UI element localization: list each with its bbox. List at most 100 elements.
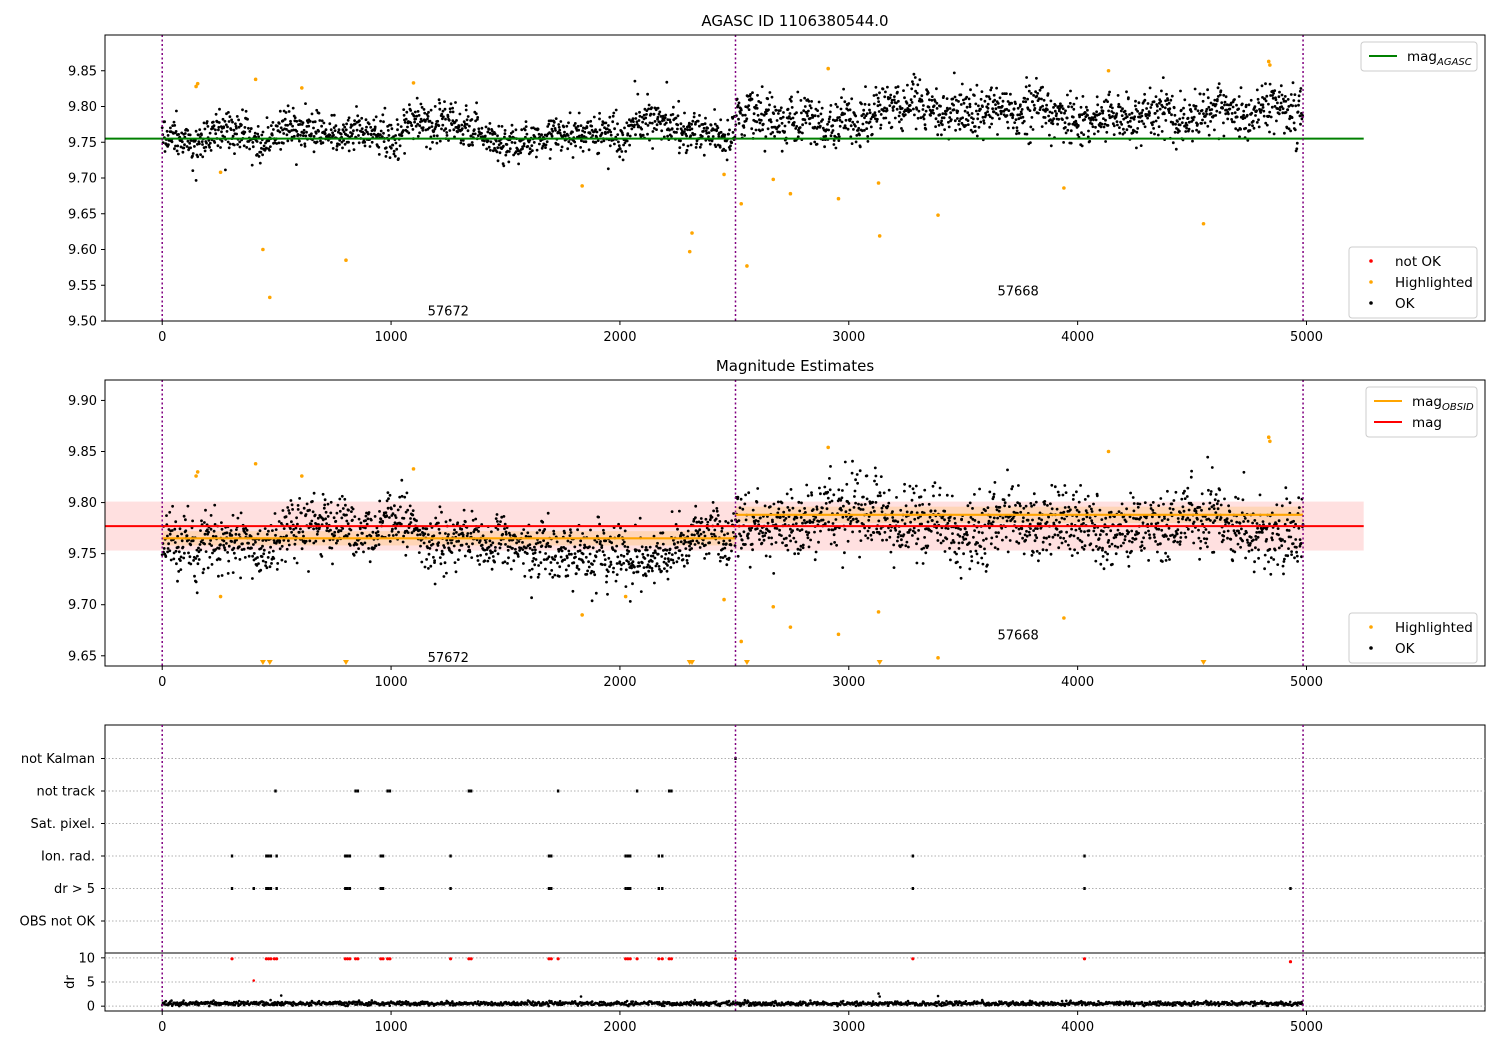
ok-point (414, 117, 418, 121)
ok-point (367, 511, 371, 514)
ok-point (635, 555, 639, 559)
ok-point (972, 117, 975, 121)
ok-point (331, 131, 334, 135)
ok-point (581, 532, 584, 535)
ok-point (1068, 547, 1072, 551)
ok-point (983, 552, 987, 555)
ok-point (462, 142, 465, 146)
ok-point (956, 560, 959, 564)
ok-point (315, 527, 318, 530)
ok-point (629, 557, 633, 561)
ok-point (1024, 538, 1027, 542)
ok-point (354, 550, 358, 554)
ok-point (1017, 527, 1021, 531)
ok-point (976, 117, 980, 121)
ok-point (496, 159, 500, 163)
ok-point (1244, 103, 1248, 107)
ok-point (936, 133, 940, 137)
ok-point (203, 542, 207, 546)
ok-point (558, 131, 562, 135)
ok-point (1012, 107, 1016, 111)
highlighted-point (195, 81, 200, 86)
ok-point (879, 123, 883, 127)
ok-point (255, 564, 259, 567)
ok-point (554, 554, 557, 558)
ok-point (179, 559, 182, 562)
ok-point (1090, 510, 1094, 513)
ok-point (505, 143, 509, 146)
ok-point (310, 112, 314, 116)
ok-point (410, 531, 414, 535)
ok-point (562, 125, 566, 129)
ok-point (238, 545, 241, 549)
ok-point (1032, 94, 1035, 97)
ok-point (756, 487, 760, 490)
ok-point (839, 107, 843, 111)
ok-point (1195, 128, 1198, 132)
ok-point (231, 134, 235, 138)
ok-point (1145, 107, 1148, 110)
ok-point (1030, 504, 1033, 508)
y-tick-label: 9.55 (68, 279, 97, 294)
ok-point (1005, 92, 1008, 95)
ok-point (713, 128, 716, 132)
ok-point (330, 113, 334, 117)
ok-point (535, 155, 538, 159)
ok-point (850, 471, 854, 475)
ok-point (701, 542, 704, 545)
ok-point (928, 98, 931, 102)
ok-point (893, 116, 897, 120)
ok-point (302, 131, 306, 135)
ok-point (1111, 115, 1114, 118)
ok-point (927, 502, 931, 506)
ok-point (483, 139, 486, 143)
ok-point (449, 110, 452, 114)
ok-point (940, 133, 943, 137)
ok-point (223, 119, 227, 123)
ok-point (627, 550, 631, 553)
ok-point (431, 140, 434, 144)
ok-point (278, 539, 282, 543)
ok-point (312, 150, 316, 154)
ok-point (914, 504, 918, 508)
ok-point (1171, 507, 1175, 511)
ok-point (754, 519, 758, 522)
ok-point (708, 518, 712, 522)
ok-point (663, 116, 667, 120)
ok-point (872, 531, 876, 534)
ok-point (807, 545, 811, 549)
ok-point (963, 527, 967, 531)
ok-point (988, 490, 992, 494)
ok-point (932, 494, 935, 498)
ok-point (932, 104, 936, 108)
ok-point (1218, 93, 1222, 97)
ok-point (578, 543, 582, 547)
ok-point (693, 533, 696, 537)
ok-point (1130, 540, 1134, 544)
ok-point (1101, 555, 1105, 558)
ok-point (497, 143, 501, 147)
ok-point (1099, 562, 1103, 566)
ok-point (235, 115, 239, 118)
ok-point (1151, 501, 1155, 504)
ok-point (651, 130, 655, 133)
ok-point (200, 519, 203, 523)
ok-point (1175, 532, 1179, 536)
ok-point (227, 544, 231, 548)
ok-point (937, 123, 941, 127)
ok-point (189, 562, 193, 566)
ok-point (311, 500, 314, 503)
ok-point (568, 534, 572, 537)
ok-point (667, 560, 671, 563)
ok-point (286, 123, 289, 127)
ok-point (392, 149, 396, 153)
ok-point (511, 130, 515, 134)
ok-point (622, 561, 626, 565)
ok-point (1191, 118, 1195, 122)
ok-point (567, 564, 571, 568)
ok-point (366, 517, 370, 521)
ok-point (938, 493, 941, 497)
ok-point (598, 542, 602, 546)
ok-point (1186, 116, 1190, 120)
ok-point (275, 568, 279, 571)
